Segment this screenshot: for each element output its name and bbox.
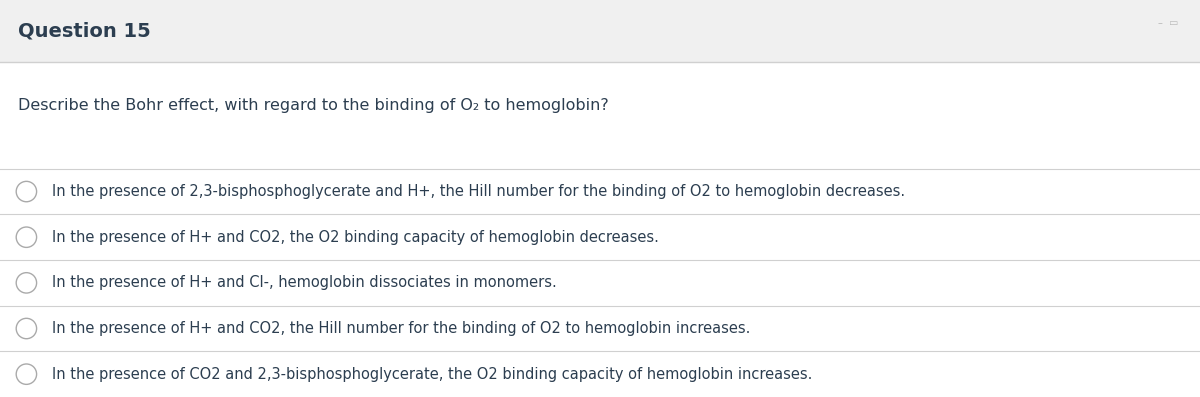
- FancyBboxPatch shape: [0, 0, 1200, 62]
- Text: In the presence of H+ and CO2, the O2 binding capacity of hemoglobin decreases.: In the presence of H+ and CO2, the O2 bi…: [52, 230, 659, 245]
- Text: Describe the Bohr effect, with regard to the binding of O₂ to hemoglobin?: Describe the Bohr effect, with regard to…: [18, 98, 608, 113]
- Text: Question 15: Question 15: [18, 21, 151, 40]
- Text: In the presence of H+ and CO2, the Hill number for the binding of O2 to hemoglob: In the presence of H+ and CO2, the Hill …: [52, 321, 750, 336]
- Text: In the presence of 2,3-bisphosphoglycerate and H+, the Hill number for the bindi: In the presence of 2,3-bisphosphoglycera…: [52, 184, 905, 199]
- Text: In the presence of CO2 and 2,3-bisphosphoglycerate, the O2 binding capacity of h: In the presence of CO2 and 2,3-bisphosph…: [52, 367, 812, 382]
- Text: –  ▭: – ▭: [1158, 18, 1178, 28]
- Text: In the presence of H+ and Cl-, hemoglobin dissociates in monomers.: In the presence of H+ and Cl-, hemoglobi…: [52, 276, 557, 290]
